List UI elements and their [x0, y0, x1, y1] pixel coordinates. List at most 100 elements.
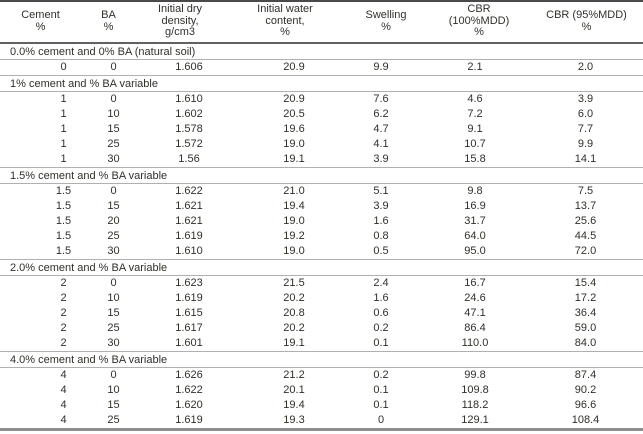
section-header-label: 2.0% cement and % BA variable — [0, 259, 643, 276]
table-cell: 10 — [107, 292, 120, 304]
table-cell: 4 — [0, 413, 95, 431]
table-cell: 1.615 — [175, 307, 203, 319]
table-cell: 30 — [107, 245, 120, 257]
table-cell: 1 — [60, 108, 67, 120]
table-cell: 1.620 — [175, 399, 203, 411]
table-cell: 15 — [107, 399, 120, 411]
table-row: 2 25 1.617 20.2 0.2 86.4 59.0 — [0, 321, 643, 336]
table-cell: 0 — [348, 413, 444, 431]
table-cell: 19.0 — [283, 245, 305, 257]
section-header-row: 1% cement and % BA variable — [0, 75, 643, 92]
section-header-label: 0.0% cement and 0% BA (natural soil) — [0, 43, 643, 60]
section-header-label: 1.5% cement and % BA variable — [0, 167, 643, 184]
table-cell: 84.0 — [574, 337, 597, 349]
table-cell: 0.2 — [373, 369, 389, 381]
table-cell: 2 — [60, 292, 67, 304]
table-cell: 1.606 — [175, 61, 203, 73]
table-cell: 0.1 — [373, 337, 389, 349]
table-cell: 7.2 — [467, 108, 483, 120]
table-cell: 1.622 — [175, 185, 203, 197]
table-cell: 5.1 — [373, 185, 389, 197]
table-cell: 30 — [107, 337, 120, 349]
table-cell: 1.5 — [55, 230, 72, 242]
table-cell: 1.619 — [148, 413, 250, 431]
table-cell: 19.4 — [283, 399, 305, 411]
table-row: 4 10 1.622 20.1 0.1 109.8 90.2 — [0, 383, 643, 398]
column-header-ba: BA % — [95, 0, 148, 44]
table-body: 0.0% cement and 0% BA (natural soil) 0 0 1.… — [0, 43, 643, 431]
section-header-row: 4.0% cement and % BA variable — [0, 351, 643, 368]
table-cell: 25.6 — [574, 215, 597, 227]
table-cell: 9.8 — [467, 185, 483, 197]
table-cell: 1.5 — [55, 215, 72, 227]
table-cell: 0.1 — [373, 399, 389, 411]
table-cell: 13.7 — [574, 200, 597, 212]
table-cell: 9.1 — [467, 123, 483, 135]
column-header-cbr-100mdd: CBR (100%MDD) % — [444, 0, 540, 44]
table-cell: 20.2 — [283, 292, 305, 304]
table-row: 1.5 20 1.621 19.0 1.6 31.7 25.6 — [0, 214, 643, 229]
table-row: 4 15 1.620 19.4 0.1 118.2 96.6 — [0, 398, 643, 413]
table-cell: 21.2 — [283, 369, 305, 381]
table-cell: 1 — [60, 138, 67, 150]
section-header-label: 1% cement and % BA variable — [0, 75, 643, 92]
table-cell: 0.5 — [373, 245, 389, 257]
table-cell: 17.2 — [574, 292, 597, 304]
table-cell: 0.1 — [373, 384, 389, 396]
section-header-label: 4.0% cement and % BA variable — [0, 351, 643, 368]
table-cell: 19.0 — [283, 215, 305, 227]
table-cell: 25 — [107, 230, 120, 242]
table-cell: 0 — [110, 61, 117, 73]
table-cell: 1.5 — [55, 200, 72, 212]
table-cell: 7.6 — [373, 93, 389, 105]
table-cell: 3.9 — [373, 200, 389, 212]
table-row: 1.5 0 1.622 21.0 5.1 9.8 7.5 — [0, 184, 643, 200]
table-cell: 118.2 — [461, 399, 489, 411]
table-cell: 4.1 — [373, 138, 389, 150]
table-cell: 19.3 — [250, 413, 348, 431]
table-row: 1 30 1.56 19.1 3.9 15.8 14.1 — [0, 152, 643, 168]
table-cell: 24.6 — [464, 292, 486, 304]
table-cell: 21.5 — [283, 277, 305, 289]
table-cell: 1.610 — [175, 245, 203, 257]
table-cell: 1.622 — [175, 384, 203, 396]
table-cell: 0 — [110, 185, 117, 197]
table-cell: 20.2 — [283, 322, 305, 334]
table-cell: 108.4 — [540, 413, 643, 431]
table-cell: 1 — [60, 123, 67, 135]
table-cell: 1 — [60, 93, 67, 105]
table-cell: 4 — [60, 399, 67, 411]
header-row: Cement % BA % Initial dry density, g/cm3… — [0, 0, 643, 44]
table-cell: 1.617 — [175, 322, 203, 334]
table-cell: 15.4 — [574, 277, 597, 289]
table-cell: 1.578 — [175, 123, 203, 135]
table-row: 1.5 15 1.621 19.4 3.9 16.9 13.7 — [0, 199, 643, 214]
table-cell: 25 — [95, 413, 148, 431]
table-cell: 1.621 — [175, 215, 203, 227]
table-cell: 4.6 — [467, 93, 483, 105]
table-cell: 90.2 — [574, 384, 597, 396]
table-row: 2 15 1.615 20.8 0.6 47.1 36.4 — [0, 306, 643, 321]
table-cell: 4 — [60, 384, 67, 396]
table-cell: 1 — [60, 153, 67, 165]
table-cell: 15 — [107, 123, 120, 135]
table-cell: 7.5 — [577, 185, 594, 197]
table-cell: 96.6 — [574, 399, 597, 411]
table-cell: 30 — [107, 153, 120, 165]
table-cell: 87.4 — [574, 369, 597, 381]
table-cell: 15 — [107, 200, 120, 212]
table-cell: 15.8 — [464, 153, 486, 165]
table-cell: 0.8 — [373, 230, 389, 242]
table-cell: 1.601 — [175, 337, 203, 349]
table-cell: 20.9 — [283, 93, 305, 105]
table-cell: 95.0 — [464, 245, 486, 257]
table-cell: 64.0 — [464, 230, 486, 242]
table-cell: 2.4 — [373, 277, 389, 289]
table-cell: 15 — [107, 307, 120, 319]
table-cell: 25 — [107, 322, 120, 334]
table-cell: 9.9 — [373, 61, 389, 73]
table-row: 2 0 1.623 21.5 2.4 16.7 15.4 — [0, 276, 643, 292]
table-cell: 1.6 — [373, 292, 389, 304]
